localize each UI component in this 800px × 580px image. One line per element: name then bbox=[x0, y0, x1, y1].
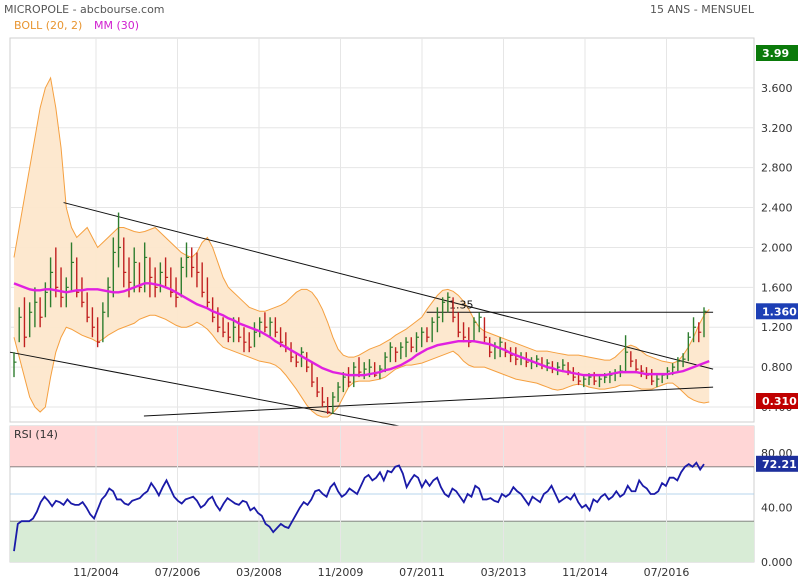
mm-legend: MM (30) bbox=[94, 19, 140, 32]
price-panel: 11/2004 07/2006 03/2008 11/2009 07/2011 03/20… bbox=[9, 37, 798, 579]
x-tick-label: 11/2014 bbox=[562, 566, 608, 579]
y-tick-label: 1.200 bbox=[761, 321, 793, 334]
boll-legend: BOLL (20, 2) bbox=[14, 19, 83, 32]
x-tick-label: 11/2004 bbox=[73, 566, 119, 579]
y-tick-label: 2.400 bbox=[761, 202, 793, 215]
y-tick-label: 1.600 bbox=[761, 281, 793, 294]
y-tick-label: 2.800 bbox=[761, 162, 793, 175]
x-tick-label: 07/2011 bbox=[399, 566, 445, 579]
y-tick-label: 3.600 bbox=[761, 82, 793, 95]
low-price-badge-text: 0.310 bbox=[762, 395, 797, 408]
y-tick-label: 3.200 bbox=[761, 122, 793, 135]
bollinger-upper-line bbox=[13, 76, 710, 364]
x-tick-label: 07/2006 bbox=[155, 566, 201, 579]
x-tick-label: 11/2009 bbox=[318, 566, 364, 579]
rsi-y-tick-label: 0.000 bbox=[761, 556, 793, 569]
x-tick-label: 07/2016 bbox=[644, 566, 690, 579]
low-price-badge bbox=[756, 393, 798, 409]
trendline bbox=[63, 202, 714, 370]
x-tick-label: 03/2008 bbox=[236, 566, 282, 579]
last-price-badge-text: 1.360 bbox=[762, 305, 797, 318]
x-tick-label: 03/2013 bbox=[481, 566, 527, 579]
moving-average-line bbox=[13, 282, 710, 377]
trendline bbox=[143, 386, 714, 417]
period-label: 15 ANS - MENSUEL bbox=[650, 3, 754, 16]
high-price-badge bbox=[756, 45, 798, 61]
rsi-legend: RSI (14) bbox=[14, 428, 58, 441]
high-price-badge-text: 3.99 bbox=[762, 47, 789, 60]
rsi-last-badge-text: 72.21 bbox=[762, 458, 797, 471]
annotation-label: 1.35 bbox=[449, 298, 474, 311]
chart-title: MICROPOLE - abcbourse.com bbox=[4, 3, 165, 16]
bollinger-lower-line bbox=[13, 314, 710, 418]
rsi-overbought-zone bbox=[10, 426, 754, 467]
rsi-line bbox=[13, 461, 705, 552]
y-tick-label: 0.800 bbox=[761, 361, 793, 374]
bollinger-band-fill bbox=[14, 77, 710, 418]
rsi-oversold-zone bbox=[10, 521, 754, 562]
y-tick-label: 2.000 bbox=[761, 241, 793, 254]
rsi-y-tick-label: 40.00 bbox=[761, 502, 793, 515]
trendline bbox=[9, 351, 405, 428]
rsi-last-badge bbox=[756, 455, 798, 472]
last-price-badge bbox=[756, 303, 798, 320]
